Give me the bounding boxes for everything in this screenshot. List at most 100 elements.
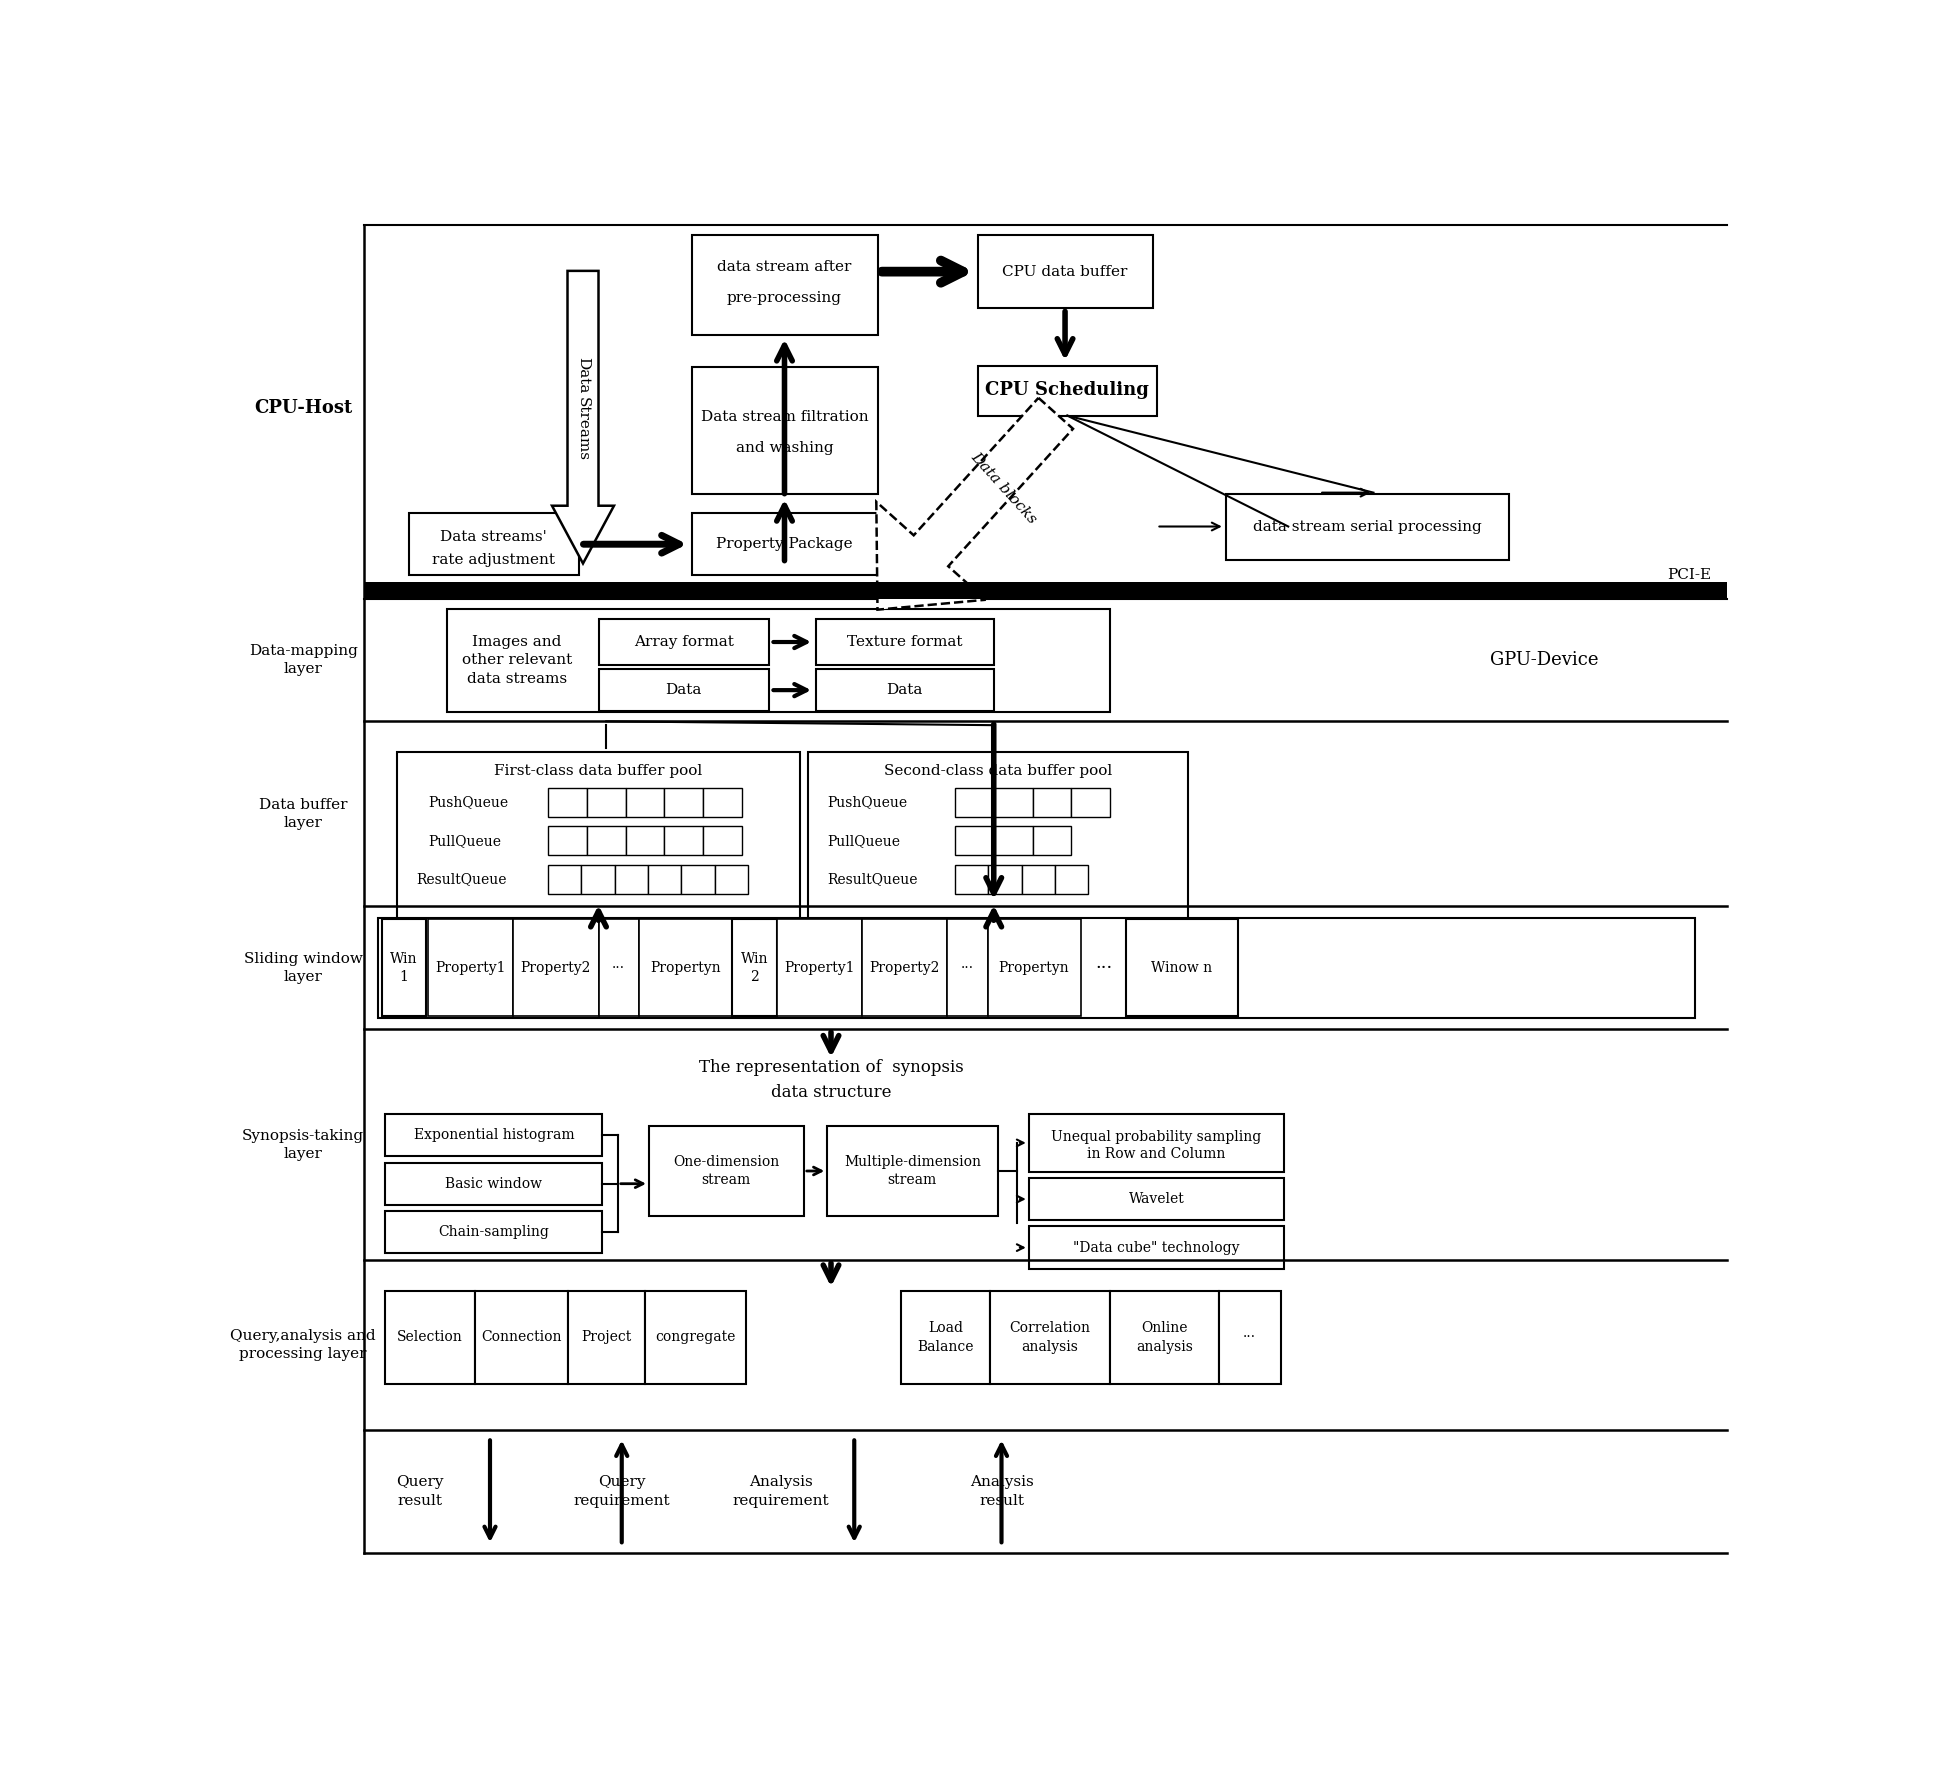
- Text: in Row and Column: in Row and Column: [1088, 1147, 1225, 1162]
- Bar: [664, 826, 703, 856]
- Text: Query
requirement: Query requirement: [573, 1476, 670, 1508]
- Bar: [364, 583, 1727, 599]
- Bar: [1032, 787, 1071, 817]
- Text: Property1: Property1: [784, 961, 854, 975]
- Text: Win
2: Win 2: [741, 952, 769, 984]
- Text: Analysis
requirement: Analysis requirement: [732, 1476, 829, 1508]
- Bar: [649, 1126, 803, 1217]
- Text: "Data cube" technology: "Data cube" technology: [1073, 1241, 1239, 1254]
- Text: ···: ···: [1096, 959, 1113, 977]
- Text: Exponential histogram: Exponential histogram: [414, 1128, 575, 1142]
- Text: PushQueue: PushQueue: [827, 796, 908, 810]
- Bar: [385, 1163, 602, 1204]
- Bar: [978, 366, 1156, 416]
- Text: Texture format: Texture format: [846, 636, 962, 648]
- Text: Unequal probability sampling: Unequal probability sampling: [1051, 1130, 1262, 1144]
- Bar: [703, 787, 741, 817]
- Bar: [776, 920, 862, 1016]
- Bar: [1218, 1291, 1280, 1384]
- Bar: [447, 609, 1109, 712]
- Text: data structure: data structure: [771, 1083, 891, 1101]
- Text: ResultQueue: ResultQueue: [827, 872, 918, 886]
- Text: Sliding window
layer: Sliding window layer: [244, 952, 362, 984]
- Text: Connection: Connection: [480, 1330, 561, 1344]
- Bar: [954, 865, 987, 893]
- Bar: [548, 787, 587, 817]
- Text: One-dimension: One-dimension: [674, 1154, 780, 1169]
- Bar: [993, 826, 1032, 856]
- Text: PushQueue: PushQueue: [428, 796, 507, 810]
- Bar: [397, 751, 800, 922]
- Bar: [954, 787, 993, 817]
- Text: Propertyn: Propertyn: [999, 961, 1069, 975]
- Text: Data streams': Data streams': [441, 529, 548, 543]
- Bar: [691, 368, 877, 494]
- Bar: [978, 234, 1152, 307]
- Bar: [664, 787, 703, 817]
- Bar: [815, 670, 993, 712]
- Bar: [714, 865, 747, 893]
- Text: Project: Project: [581, 1330, 631, 1344]
- Bar: [1071, 787, 1109, 817]
- Polygon shape: [552, 272, 614, 563]
- Bar: [1022, 865, 1055, 893]
- Text: PullQueue: PullQueue: [428, 833, 501, 847]
- Bar: [691, 234, 877, 336]
- Bar: [703, 826, 741, 856]
- Text: rate adjustment: rate adjustment: [432, 552, 556, 567]
- Text: Property Package: Property Package: [716, 536, 854, 551]
- Text: ···: ···: [960, 961, 974, 975]
- Bar: [947, 920, 987, 1016]
- Text: Selection: Selection: [397, 1330, 463, 1344]
- Bar: [681, 865, 714, 893]
- Text: Images and
other relevant
data streams: Images and other relevant data streams: [463, 636, 573, 686]
- Text: Property2: Property2: [869, 961, 939, 975]
- Text: PCI-E: PCI-E: [1667, 568, 1711, 583]
- Text: The representation of  synopsis: The representation of synopsis: [699, 1058, 964, 1076]
- Bar: [378, 918, 1696, 1018]
- Text: congregate: congregate: [654, 1330, 736, 1344]
- Bar: [625, 826, 664, 856]
- Text: Wavelet: Wavelet: [1129, 1192, 1185, 1206]
- Text: Data: Data: [887, 684, 923, 698]
- Bar: [1032, 826, 1071, 856]
- Text: Data: Data: [666, 684, 703, 698]
- Bar: [1225, 494, 1510, 559]
- Text: and washing: and washing: [736, 440, 832, 455]
- Text: data stream serial processing: data stream serial processing: [1253, 520, 1481, 533]
- Text: Data blocks: Data blocks: [968, 449, 1040, 526]
- Text: ResultQueue: ResultQueue: [416, 872, 507, 886]
- Bar: [989, 1291, 1109, 1384]
- Text: GPU-Device: GPU-Device: [1489, 652, 1599, 670]
- Bar: [625, 787, 664, 817]
- Bar: [587, 826, 625, 856]
- Text: PullQueue: PullQueue: [827, 833, 900, 847]
- Bar: [598, 670, 769, 712]
- Text: ···: ···: [612, 961, 625, 975]
- Text: Winow n: Winow n: [1150, 961, 1212, 975]
- Text: CPU data buffer: CPU data buffer: [1003, 265, 1129, 279]
- Bar: [474, 1291, 567, 1384]
- Bar: [548, 865, 581, 893]
- Bar: [639, 920, 732, 1016]
- Text: ···: ···: [1243, 1330, 1256, 1344]
- Text: Query,analysis and
processing layer: Query,analysis and processing layer: [230, 1328, 376, 1360]
- Text: Chain-sampling: Chain-sampling: [438, 1225, 550, 1240]
- Bar: [807, 751, 1187, 922]
- Bar: [513, 920, 598, 1016]
- Text: Data stream filtration: Data stream filtration: [701, 410, 869, 424]
- Text: Query
result: Query result: [397, 1476, 443, 1508]
- Bar: [1028, 1114, 1284, 1172]
- Bar: [900, 1291, 989, 1384]
- Text: Correlation
analysis: Correlation analysis: [1009, 1321, 1090, 1353]
- Bar: [815, 618, 993, 664]
- Bar: [567, 1291, 645, 1384]
- Text: Data-mapping
layer: Data-mapping layer: [250, 645, 358, 677]
- Polygon shape: [877, 398, 1073, 609]
- Text: Data: Data: [577, 357, 590, 392]
- Bar: [385, 1211, 602, 1254]
- Text: First-class data buffer pool: First-class data buffer pool: [494, 764, 703, 778]
- Text: Analysis
result: Analysis result: [970, 1476, 1034, 1508]
- Bar: [1109, 1291, 1218, 1384]
- Bar: [987, 865, 1022, 893]
